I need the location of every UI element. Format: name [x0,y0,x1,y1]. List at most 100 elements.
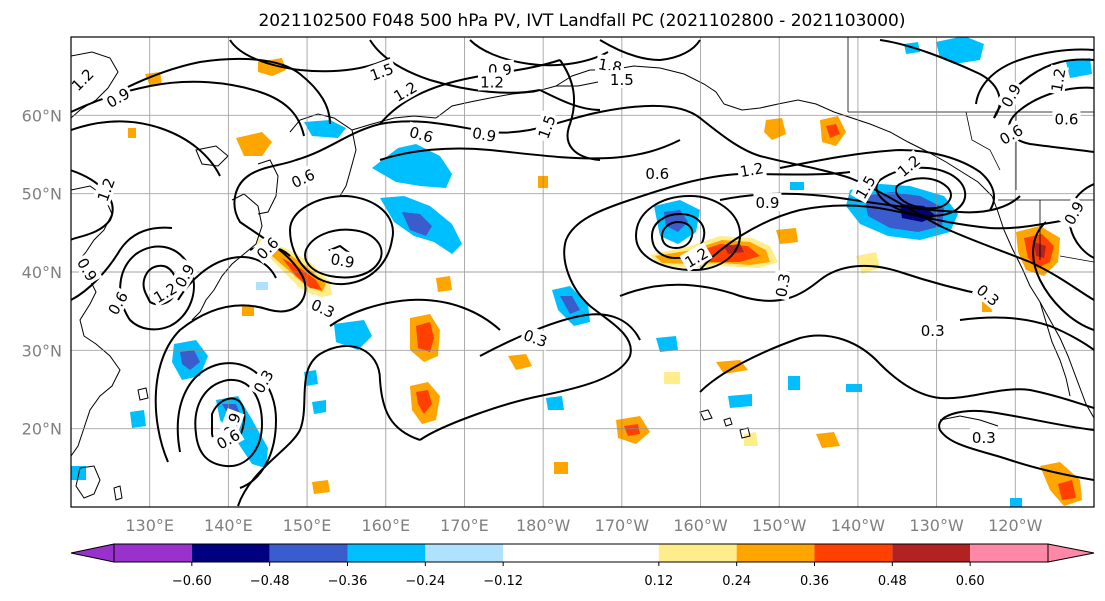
anomaly-patch [724,244,744,254]
anomaly-patch [546,396,564,410]
anomaly-patch [242,306,254,316]
anomaly-patch [402,212,432,236]
colorbar-frame [113,543,1049,563]
colorbar-bin [736,544,815,562]
colorbar-bin [191,544,270,562]
svg-text:1.2: 1.2 [1048,67,1070,94]
anomaly-patch [624,424,640,436]
svg-text:0.3: 0.3 [921,322,945,340]
lon-tick-label: 160°E [361,516,410,535]
svg-text:1.2: 1.2 [738,159,765,181]
lon-tick-label: 130°E [125,516,174,535]
colorbar-bin [269,544,348,562]
contour-label: 0.3 [770,269,794,301]
colorbar-bin [114,544,192,562]
svg-text:1.5: 1.5 [610,71,634,89]
colorbar [70,543,1095,563]
contour-label: 0.9 [753,193,782,212]
contour-label: 0.6 [643,164,672,183]
anomaly-patch [1066,58,1092,78]
anomaly-patch [656,336,678,352]
colorbar-tick-label: 0.60 [956,574,985,589]
anomaly-patch [728,394,752,408]
anomaly-patch [790,182,804,190]
colorbar-bin [503,544,659,562]
lon-tick-label: 140°W [831,516,886,535]
contour-label: 0.3 [918,320,947,340]
lat-tick-label: 60°N [22,106,62,125]
map-frame [70,36,1095,508]
anomaly-patch [312,480,330,494]
anomaly-patch [936,37,984,64]
svg-text:0.9: 0.9 [471,124,498,146]
anomaly-patch [508,354,532,370]
anomaly-patch [776,228,798,244]
anomaly-patch [764,118,786,140]
svg-text:0.6: 0.6 [1055,110,1079,128]
contour-label: 1.5 [607,70,636,89]
lat-tick-label: 40°N [22,263,62,282]
svg-text:0.6: 0.6 [407,123,435,147]
lat-tick-label: 20°N [22,420,62,439]
anomaly-patch [334,320,372,350]
anomaly-patch [788,376,800,390]
lon-tick-label: 160°W [673,516,728,535]
colorbar-bin [970,544,1048,562]
colorbar-bin [425,544,504,562]
contour-label: 0.9 [327,248,359,272]
colorbar-tick-label: 0.12 [644,574,673,589]
anomaly-patch [554,462,568,474]
colorbar-tick-label: 0.36 [800,574,829,589]
contour-label: 0.6 [1052,109,1081,128]
colorbar-tick-label: −0.24 [405,574,445,589]
contour-label: 1.2 [1046,64,1070,96]
map-plot-area: 1.5 0.91.21.81.51.21.50.6 0.90.91.20.6 0.6 1… [71,37,1094,507]
colorbar-extend-high [1047,543,1095,563]
svg-text:0.9: 0.9 [329,250,356,272]
anomaly-patch [826,124,840,138]
anomaly-patch [180,350,200,370]
colorbar-tick-label: −0.36 [328,574,368,589]
colorbar-bin [892,544,971,562]
lon-tick-label: 150°W [752,516,807,535]
lon-tick-label: 150°E [283,516,332,535]
anomaly-patch [312,400,326,414]
chart-title: 2021102500 F048 500 hPa PV, IVT Landfall… [258,11,905,31]
anomaly-patch [416,390,432,414]
lat-tick-label: 30°N [22,341,62,360]
lon-tick-label: 170°E [440,516,489,535]
colorbar-tick-label: −0.12 [483,574,523,589]
colorbar-tick-label: −0.48 [250,574,290,589]
contour-label: 0.3 [969,428,998,447]
contour-label: 1.2 [478,72,507,91]
colorbar-bin [347,544,426,562]
lon-tick-label: 130°W [909,516,964,535]
anomaly-patch [236,132,272,156]
lon-tick-label: 140°E [204,516,253,535]
lon-tick-label: 170°W [595,516,650,535]
colorbar-tick-label: 0.48 [878,574,907,589]
lat-tick-labels: 20°N 30°N 40°N 50°N 60°N [22,106,62,438]
colorbar-tick-label: 0.24 [722,574,751,589]
anomaly-patch [1058,480,1076,500]
svg-text:0.3: 0.3 [972,429,996,447]
contour-label: 1.2 [736,157,767,181]
svg-text:1.2: 1.2 [480,73,504,91]
colorbar-extend-low [70,543,115,563]
anomaly-patch [130,410,146,428]
lon-tick-label: 120°W [988,516,1043,535]
svg-text:0.9: 0.9 [755,194,779,212]
colorbar-tick-labels: −0.60 −0.48 −0.36 −0.24 −0.12 0.12 0.24 0.36 0.4… [172,562,985,589]
anomaly-patch [128,128,136,138]
anomaly-patch [1010,498,1022,507]
contour-label: 0.6 [405,121,438,147]
anomaly-patch [304,120,346,138]
svg-text:0.3: 0.3 [772,272,794,299]
colorbar-bin [814,544,893,562]
colorbar-tick-label: −0.60 [172,574,212,589]
contour-label: 0.9 [468,122,500,146]
anomaly-patch [816,432,840,448]
anomaly-patch [664,372,680,384]
lon-tick-labels: 130°E 140°E 150°E 160°E 170°E 180°W 170°W 160°W… [125,516,1042,535]
